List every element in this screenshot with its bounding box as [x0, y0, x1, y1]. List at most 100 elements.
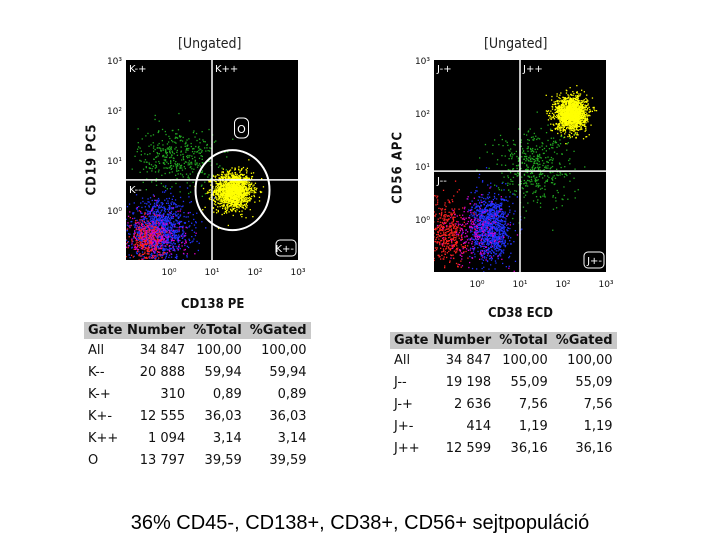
event-dot [225, 197, 227, 199]
event-dot [233, 178, 235, 180]
event-dot [240, 169, 242, 171]
event-dot [237, 200, 239, 202]
event-dot [144, 257, 146, 259]
event-dot [180, 220, 183, 223]
event-dot [143, 241, 146, 243]
event-dot [144, 239, 146, 241]
event-dot [167, 219, 169, 221]
event-dot [561, 126, 563, 128]
event-dot [126, 218, 127, 220]
event-dot [219, 186, 222, 188]
event-dot [158, 199, 160, 201]
event-dot [586, 118, 588, 120]
event-dot [151, 225, 154, 227]
event-dot [165, 248, 167, 250]
event-dot [154, 171, 157, 173]
event-dot [240, 201, 242, 203]
event-dot [244, 200, 246, 202]
event-dot [162, 254, 164, 256]
event-dot [155, 184, 158, 186]
event-dot [226, 190, 228, 192]
event-dot [240, 198, 242, 200]
event-dot [566, 126, 568, 129]
event-dot [133, 233, 135, 235]
event-dot [240, 173, 243, 175]
event-dot [175, 214, 177, 216]
event-dot [228, 196, 230, 198]
event-dot [565, 118, 568, 121]
event-dot [162, 238, 164, 240]
right-plot-y-axis-label: CD56 APC [390, 131, 406, 204]
event-dot [219, 205, 221, 208]
event-dot [170, 161, 172, 163]
event-dot [158, 130, 160, 132]
event-dot [573, 130, 575, 132]
event-dot [156, 201, 158, 203]
event-dot [233, 175, 235, 177]
event-dot [223, 194, 225, 197]
event-dot [149, 244, 151, 246]
event-dot [233, 177, 236, 179]
event-dot [229, 208, 232, 210]
event-dot [214, 188, 216, 190]
event-dot [226, 199, 228, 202]
event-dot [226, 209, 229, 211]
event-dot [574, 130, 576, 132]
event-dot [586, 113, 588, 115]
event-dot [177, 165, 179, 167]
event-dot [216, 174, 219, 176]
event-dot [151, 221, 153, 223]
event-dot [207, 191, 209, 193]
event-dot [160, 150, 162, 152]
event-dot [563, 125, 565, 127]
event-dot [154, 199, 156, 201]
event-dot [174, 162, 176, 165]
event-dot [185, 147, 188, 150]
event-dot [571, 99, 573, 101]
event-dot [236, 176, 238, 178]
event-dot [137, 227, 140, 230]
event-dot [236, 205, 238, 207]
event-dot [140, 243, 142, 246]
event-dot [579, 103, 582, 105]
event-dot [191, 151, 194, 153]
event-dot [565, 114, 567, 117]
event-dot [144, 153, 146, 155]
event-dot [161, 216, 164, 219]
event-dot [184, 143, 186, 145]
event-dot [222, 171, 224, 173]
event-dot [253, 195, 256, 198]
event-dot [208, 150, 211, 152]
event-dot [190, 145, 192, 148]
event-dot [154, 249, 156, 251]
event-dot [576, 133, 578, 135]
event-dot [151, 181, 153, 183]
event-dot [147, 265, 148, 266]
event-dot [159, 223, 161, 225]
event-dot [217, 199, 219, 201]
event-dot [146, 248, 148, 250]
event-dot [157, 246, 159, 248]
event-dot [185, 141, 187, 143]
event-dot [230, 200, 232, 203]
event-dot [151, 261, 152, 262]
event-dot [221, 167, 223, 169]
event-dot [578, 125, 580, 127]
event-dot [131, 220, 133, 223]
event-dot [147, 245, 150, 247]
event-dot [152, 256, 155, 259]
event-dot [186, 157, 189, 159]
event-dot [582, 100, 584, 102]
event-dot [563, 107, 566, 109]
event-dot [169, 205, 171, 207]
event-dot [147, 214, 149, 216]
event-dot [197, 164, 199, 167]
event-dot [183, 159, 185, 161]
event-dot [556, 107, 559, 109]
event-dot [558, 110, 560, 113]
event-dot [565, 121, 568, 123]
event-dot [148, 240, 150, 242]
event-dot [152, 227, 154, 229]
event-dot [193, 168, 195, 170]
event-dot [137, 262, 138, 263]
